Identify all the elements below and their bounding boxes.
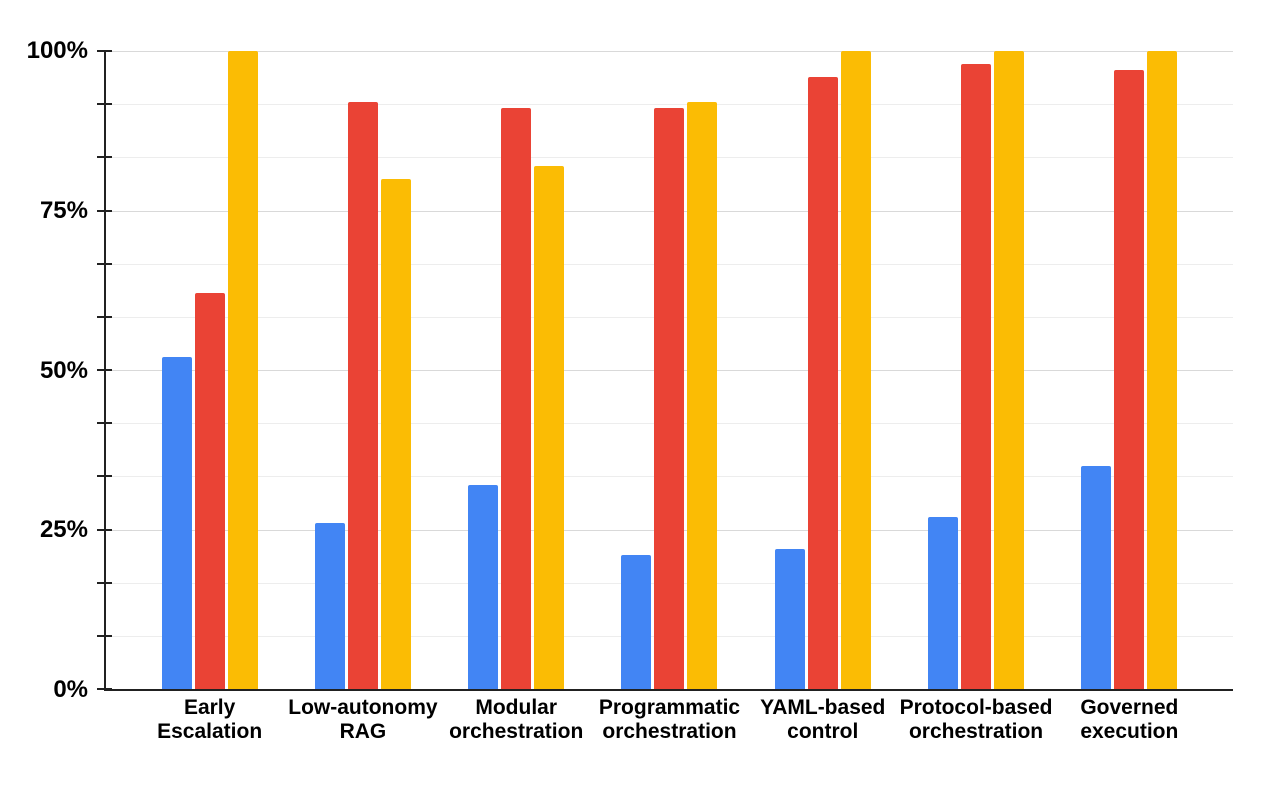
y-axis-label: 0% bbox=[53, 676, 88, 703]
bar-group bbox=[286, 51, 439, 689]
bar bbox=[314, 523, 345, 689]
category-label-line: orchestration bbox=[908, 720, 1044, 743]
category-label-line: orchestration bbox=[449, 720, 584, 743]
category-label-line: RAG bbox=[339, 720, 387, 743]
category-label-line: Governed bbox=[1080, 696, 1179, 719]
category-label-line: YAML-based bbox=[760, 696, 886, 719]
bar bbox=[227, 51, 258, 689]
bar bbox=[501, 108, 532, 689]
category-label: Protocol-based orchestration bbox=[899, 696, 1053, 744]
y-axis-label: 25% bbox=[39, 516, 88, 544]
y-axis-tick bbox=[97, 581, 112, 584]
y-axis-tick bbox=[97, 209, 112, 212]
bar bbox=[534, 165, 565, 689]
bar bbox=[380, 178, 411, 689]
y-axis-tick bbox=[97, 103, 112, 106]
plot-area bbox=[97, 50, 1233, 691]
bar bbox=[840, 51, 871, 689]
y-axis-tick bbox=[97, 475, 112, 478]
bar-group bbox=[440, 51, 593, 689]
bar bbox=[807, 76, 838, 689]
y-axis-tick bbox=[97, 369, 112, 371]
bar bbox=[994, 51, 1025, 689]
category-label-line: Low-autonomy bbox=[288, 696, 438, 719]
y-axis-tick bbox=[97, 50, 112, 52]
y-axis-tick bbox=[97, 422, 112, 425]
category-label: Governed execution bbox=[1053, 696, 1206, 744]
y-axis-tick bbox=[97, 688, 112, 690]
category-label-line: execution bbox=[1080, 720, 1179, 743]
category-label-line: Protocol-based bbox=[899, 696, 1053, 719]
y-axis-tick bbox=[97, 262, 112, 265]
y-axis-label: 50% bbox=[39, 356, 88, 384]
bar bbox=[654, 108, 685, 689]
category-label-line: Programmatic bbox=[598, 696, 741, 719]
category-label: Programmatic orchestration bbox=[593, 696, 746, 744]
bar bbox=[928, 516, 959, 689]
bar bbox=[161, 357, 192, 689]
y-axis-tick bbox=[97, 634, 112, 637]
bar bbox=[1114, 70, 1145, 689]
y-axis-tick bbox=[97, 528, 112, 531]
bar bbox=[1081, 465, 1112, 689]
bar bbox=[961, 63, 992, 689]
bar bbox=[687, 102, 718, 689]
bar bbox=[194, 293, 225, 689]
y-axis-tick bbox=[97, 315, 112, 318]
major-gridline bbox=[106, 51, 1233, 52]
bar-group bbox=[133, 51, 286, 689]
x-axis-labels: Early Escalation Low-autonomy RAG Modular orc… bbox=[106, 696, 1233, 744]
category-label-line: orchestration bbox=[602, 720, 737, 743]
category-label-line: Early bbox=[183, 696, 236, 719]
y-axis-label: 100% bbox=[26, 37, 88, 64]
bar-group bbox=[899, 51, 1052, 689]
y-axis-label: 75% bbox=[39, 196, 88, 224]
bar-group bbox=[746, 51, 899, 689]
category-label: Modular orchestration bbox=[440, 696, 593, 744]
bars-layer bbox=[106, 51, 1233, 689]
bar-group bbox=[1053, 51, 1206, 689]
category-label-line: Modular bbox=[475, 696, 558, 719]
y-axis-tick bbox=[97, 156, 112, 159]
bar bbox=[621, 555, 652, 689]
bar-group bbox=[593, 51, 746, 689]
bar bbox=[468, 484, 499, 689]
category-label: Early Escalation bbox=[133, 696, 286, 744]
category-label-line: control bbox=[787, 720, 859, 743]
bar bbox=[774, 548, 805, 689]
category-label: Low-autonomy RAG bbox=[286, 696, 439, 744]
category-label: YAML-based control bbox=[746, 696, 899, 744]
minor-gridline bbox=[106, 104, 1233, 106]
bar bbox=[347, 102, 378, 689]
bar bbox=[1147, 51, 1178, 689]
category-label-line: Escalation bbox=[157, 720, 263, 743]
